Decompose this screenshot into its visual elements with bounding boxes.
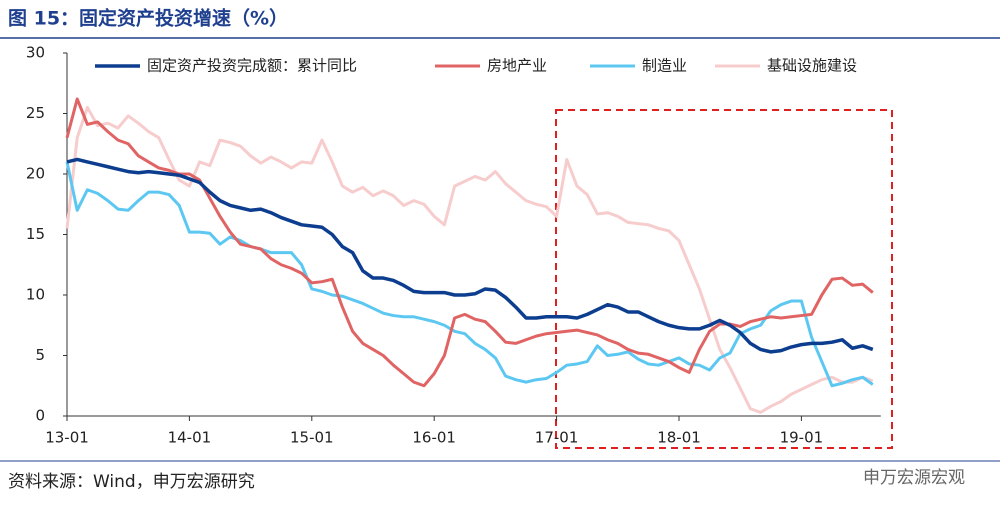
- x-tick-label: 16-01: [412, 429, 456, 447]
- x-tick-label: 18-01: [657, 429, 701, 447]
- x-tick-label: 17-01: [535, 429, 579, 447]
- x-tick-label: 13-01: [45, 429, 89, 447]
- x-tick-label: 15-01: [290, 429, 334, 447]
- y-tick-label: 15: [26, 225, 45, 243]
- watermark: 申万宏源宏观: [863, 468, 965, 488]
- source-note: 资料来源：Wind，申万宏源研究: [8, 472, 255, 492]
- legend-label: 房地产业: [487, 57, 547, 75]
- legend-label: 制造业: [642, 57, 687, 75]
- highlight-box: [555, 109, 893, 449]
- y-tick-label: 25: [26, 104, 45, 122]
- y-tick-label: 20: [26, 165, 45, 183]
- y-tick-label: 0: [35, 407, 45, 425]
- series-line: [65, 105, 874, 414]
- y-tick-label: 5: [35, 346, 45, 364]
- plot-area: 0 5 10 15 20 25 30 13-01 14-01 15-01 16-01 17-01 18-…: [26, 44, 881, 447]
- series-line: [66, 157, 874, 354]
- legend-label: 基础设施建设: [767, 57, 857, 75]
- legend-label: 固定资产投资完成额：累计同比: [147, 57, 357, 75]
- x-tick-label: 14-01: [168, 429, 212, 447]
- y-tick-label: 30: [26, 44, 45, 62]
- series-line: [65, 161, 874, 388]
- x-tick-label: 19-01: [780, 429, 824, 447]
- chart-title: 图 15：固定资产投资增速（%）: [8, 7, 288, 30]
- y-tick-label: 10: [26, 286, 45, 304]
